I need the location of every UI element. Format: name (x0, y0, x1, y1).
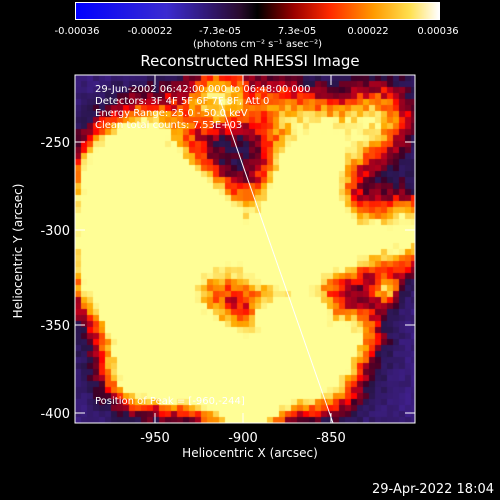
colorbar-unit-label: (photons cm⁻² s⁻¹ asec⁻²) (192, 39, 323, 50)
colorbar (75, 2, 440, 20)
clean-counts-text: Clean total counts: 7.53E+03 (95, 120, 243, 131)
y-tick-label: -300 (40, 224, 70, 239)
cb-tick-label: 0.00036 (417, 26, 458, 37)
cb-tick-label: -7.3e-05 (199, 26, 241, 37)
x-tick-label: -850 (316, 431, 346, 446)
timestamp: 29-Apr-2022 18:04 (372, 482, 494, 497)
x-tick-label: -900 (228, 431, 258, 446)
image-info-overlay: 29-Jun-2002 06:42:00.000 to 06:48:00.000… (95, 84, 311, 132)
cb-tick-label: 7.3e-05 (278, 26, 316, 37)
cb-tick-label: -0.00022 (128, 26, 173, 37)
y-tick-label: -250 (40, 136, 70, 151)
rhessi-image (75, 75, 415, 423)
cb-tick-label: 0.00022 (347, 26, 388, 37)
peak-position-text: Position of Peak = [-960,-244] (95, 396, 245, 407)
detectors-text: Detectors: 3F 4F 5F 6F 7F 8F, Att 0 (95, 96, 270, 107)
y-axis-label: Heliocentric Y (arcsec) (11, 183, 25, 319)
cb-tick-label: -0.00036 (55, 26, 100, 37)
x-tick-label: -950 (140, 431, 170, 446)
x-axis-label: Heliocentric X (arcsec) (182, 446, 318, 460)
plot-title: Reconstructed RHESSI Image (140, 52, 360, 70)
y-tick-label: -350 (40, 319, 70, 334)
y-tick-label: -400 (40, 407, 70, 422)
time-range-text: 29-Jun-2002 06:42:00.000 to 06:48:00.000 (95, 84, 311, 95)
solar-limb-line (219, 99, 334, 424)
energy-range-text: Energy Range: 25.0 - 50.0 keV (95, 108, 248, 119)
